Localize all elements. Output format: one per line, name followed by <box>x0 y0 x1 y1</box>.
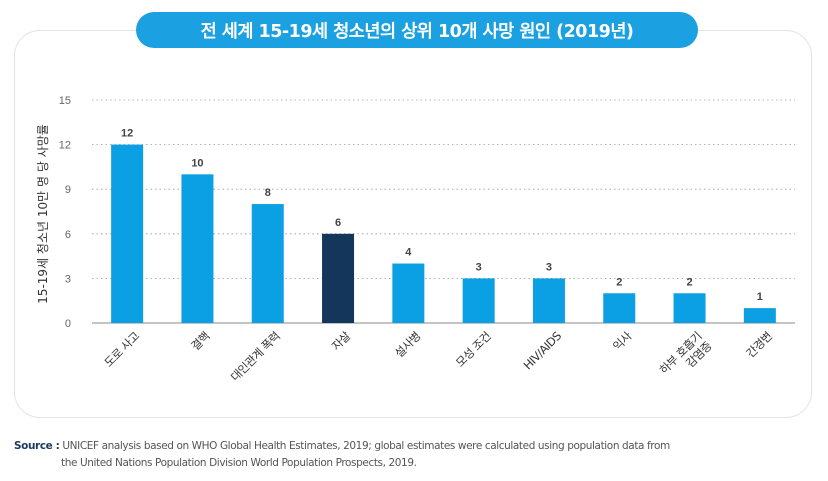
svg-text:모성 조건: 모성 조건 <box>453 329 494 370</box>
y-tick-label: 9 <box>65 184 71 196</box>
y-tick-label: 3 <box>65 273 71 285</box>
chart-panel <box>14 30 812 418</box>
x-tick-label: 도로 사고 <box>101 329 142 370</box>
bar <box>251 204 284 323</box>
source-label: Source : <box>14 440 60 452</box>
svg-text:대인관계 폭력: 대인관계 폭력 <box>228 329 283 384</box>
bar <box>743 308 776 323</box>
x-tick-label: 간경변 <box>744 329 775 360</box>
value-label: 3 <box>546 261 552 273</box>
value-label: 4 <box>405 247 412 259</box>
source-note: Source : UNICEF analysis based on WHO Gl… <box>14 438 814 472</box>
x-tick-label: 모성 조건 <box>453 329 494 370</box>
value-label: 1 <box>757 291 763 303</box>
value-label: 3 <box>476 261 482 273</box>
bar <box>532 278 565 323</box>
x-tick-label: 자살 <box>329 328 354 353</box>
value-label: 8 <box>265 187 271 199</box>
x-tick-label: 하부 호흡기감염증 <box>657 329 715 387</box>
svg-text:설사병: 설사병 <box>392 329 423 360</box>
svg-text:자살: 자살 <box>329 328 354 353</box>
y-axis-label: 15-19세 청소년 10만 명 당 사망률 <box>36 124 50 304</box>
y-tick-label: 6 <box>65 229 71 241</box>
bar <box>673 293 706 323</box>
value-label: 2 <box>686 276 692 288</box>
bar <box>111 144 144 323</box>
bar <box>392 263 425 323</box>
x-tick-label: 대인관계 폭력 <box>228 329 283 384</box>
svg-text:도로 사고: 도로 사고 <box>101 329 142 370</box>
y-tick-label: 12 <box>59 140 71 152</box>
x-tick-label: 익사 <box>610 328 635 353</box>
y-tick-label: 0 <box>65 318 71 330</box>
x-tick-label: 결핵 <box>188 329 212 353</box>
svg-text:간경변: 간경변 <box>744 329 775 360</box>
svg-text:HIV/AIDS: HIV/AIDS <box>521 329 564 372</box>
value-label: 6 <box>335 217 341 229</box>
value-label: 2 <box>616 276 622 288</box>
source-line-2: the United Nations Population Division W… <box>61 457 417 469</box>
svg-text:하부 호흡기감염증: 하부 호흡기감염증 <box>657 329 715 387</box>
bar <box>603 293 636 323</box>
x-tick-label: HIV/AIDS <box>521 329 564 372</box>
chart-title: 전 세계 15-19세 청소년의 상위 10개 사망 원인 (2019년) <box>136 12 698 48</box>
value-label: 10 <box>191 157 203 169</box>
source-line-1: UNICEF analysis based on WHO Global Heal… <box>62 440 670 452</box>
bar <box>322 233 355 323</box>
y-tick-label: 15 <box>59 95 71 107</box>
value-label: 12 <box>121 128 133 140</box>
x-tick-label: 설사병 <box>392 329 423 360</box>
svg-text:결핵: 결핵 <box>188 329 212 353</box>
svg-text:익사: 익사 <box>610 328 635 353</box>
bar <box>462 278 495 323</box>
bar <box>181 174 214 323</box>
